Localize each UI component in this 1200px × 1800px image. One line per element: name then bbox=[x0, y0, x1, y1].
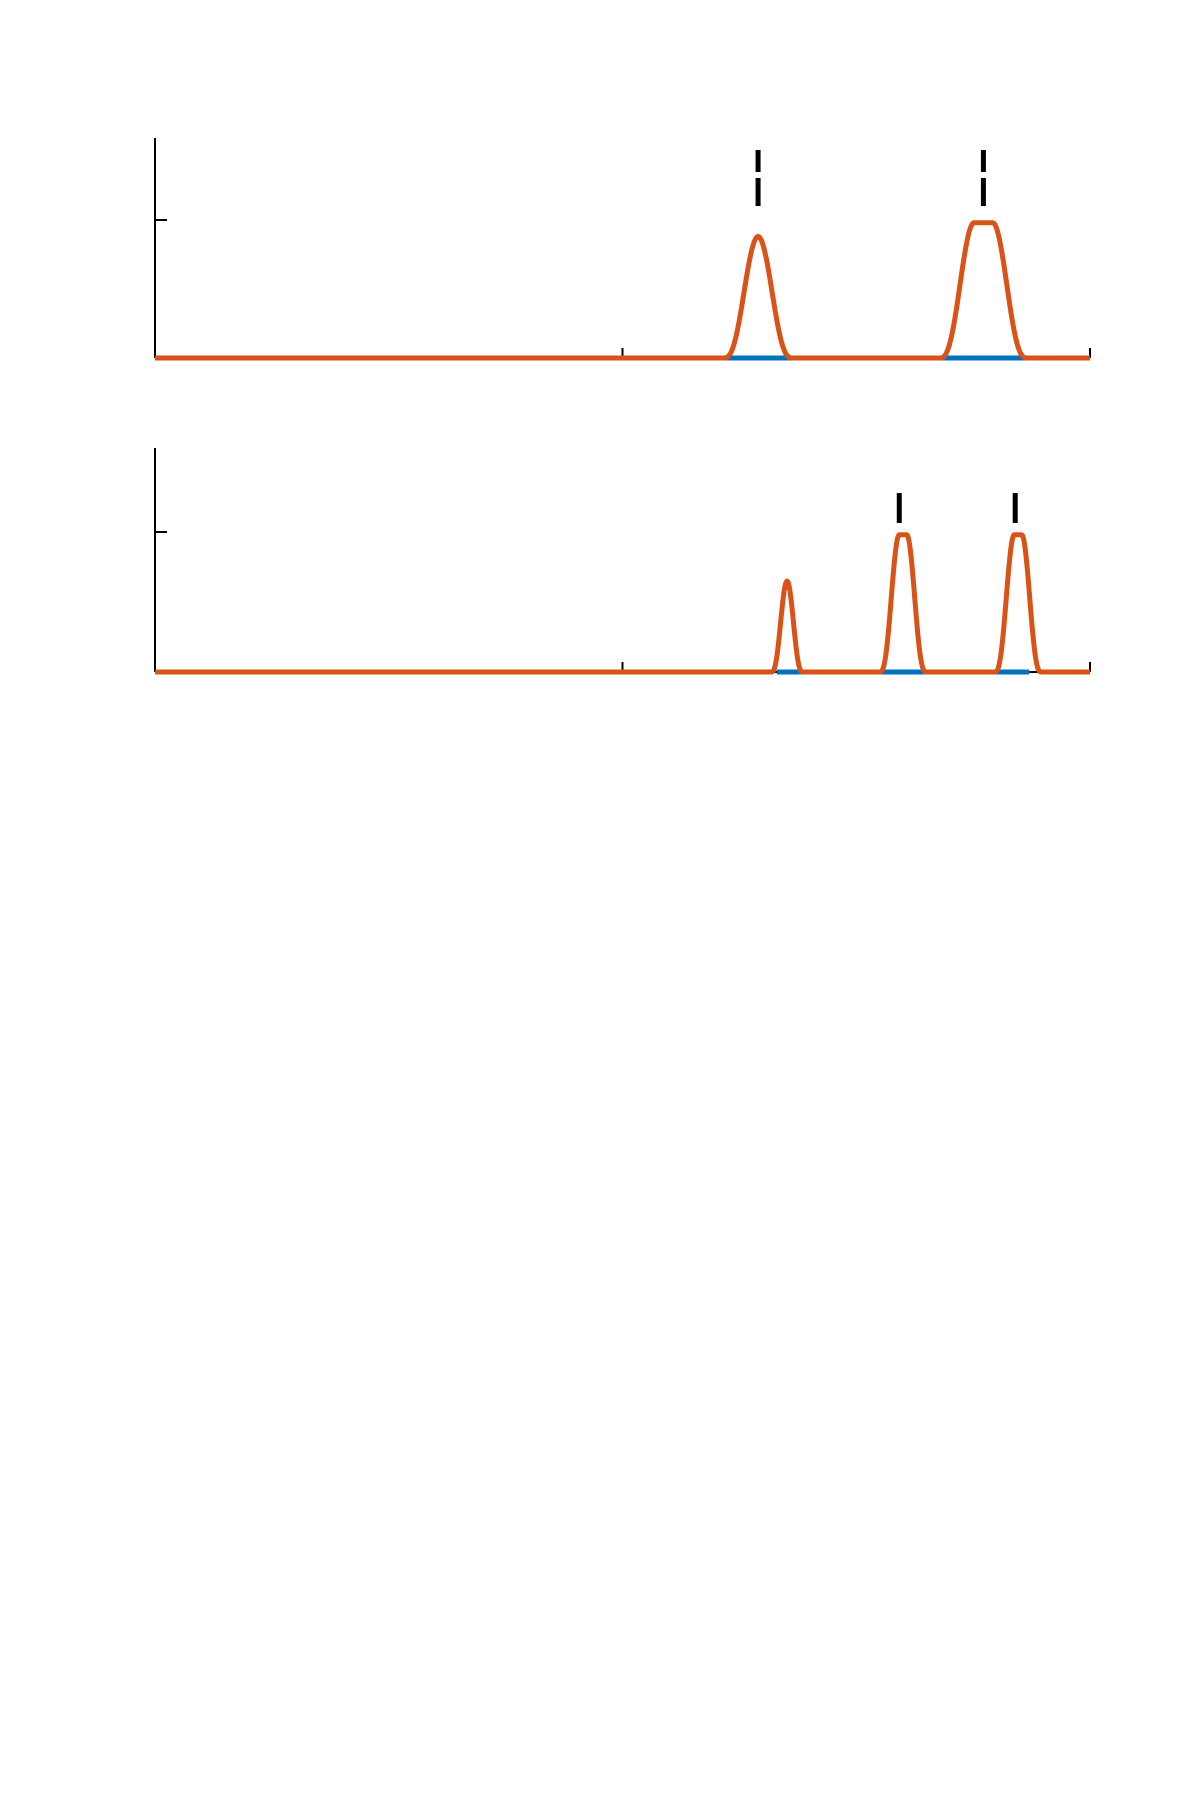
series-line bbox=[153, 532, 1092, 675]
series-line bbox=[153, 220, 1092, 361]
